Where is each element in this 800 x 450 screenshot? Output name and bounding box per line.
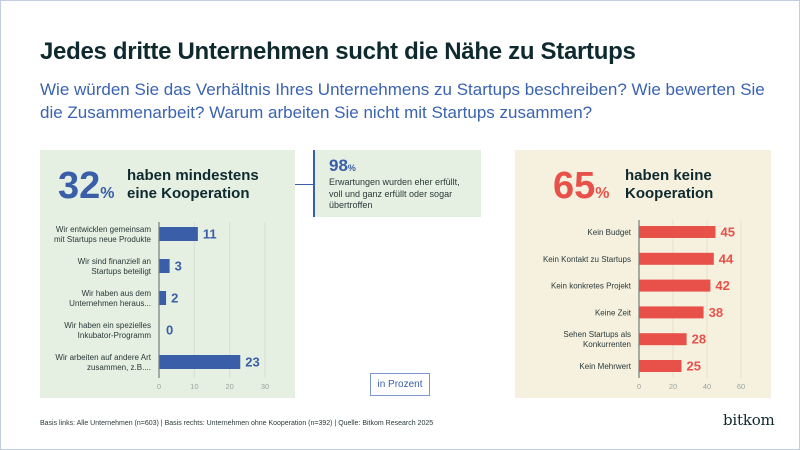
right-value-label: 42 xyxy=(715,278,729,293)
page-subtitle: Wie würden Sie das Verhältnis Ihres Unte… xyxy=(40,80,765,122)
category-label-line: Wir arbeiten auf andere Art xyxy=(55,353,151,362)
headline-line: haben mindestens xyxy=(127,167,259,184)
left-value-label: 11 xyxy=(203,227,217,242)
category-label-line: Wir sind finanziell an xyxy=(78,257,151,266)
panel-cooperation: 32% haben mindestens eine Kooperation xyxy=(40,150,295,398)
left-bar xyxy=(159,259,170,273)
right-tick-label: 40 xyxy=(703,382,711,391)
category-label-line: Keine Zeit xyxy=(595,308,632,317)
right-bar xyxy=(639,279,711,292)
category-label-line: Inkubator-Programm xyxy=(78,331,152,340)
right-category-label: Kein Budget xyxy=(587,228,631,237)
category-label-line: Kein Kontakt zu Startups xyxy=(543,255,631,264)
category-label-line: Unternehmen heraus... xyxy=(69,299,151,308)
expectations-percentage-value: 98 xyxy=(329,156,348,175)
cooperation-percentage: 32% xyxy=(58,167,115,213)
left-value-label: 0 xyxy=(166,323,173,338)
headline-line: eine Kooperation xyxy=(127,185,250,202)
headline-line: haben keine xyxy=(625,167,712,184)
right-category-label: Sehen Startups als Konkurrenten xyxy=(563,330,631,349)
right-bar xyxy=(639,360,682,372)
panel-no-cooperation: 65% haben keine Kooperation xyxy=(515,150,771,398)
left-tick-label: 10 xyxy=(190,382,198,391)
left-category-label: Wir haben aus dem Unternehmen heraus... xyxy=(69,289,151,308)
right-value-label: 38 xyxy=(709,305,723,320)
left-tick-label: 20 xyxy=(225,382,233,391)
no-cooperation-percentage-value: 65 xyxy=(553,165,596,207)
right-value-label: 45 xyxy=(721,225,735,240)
right-value-label: 44 xyxy=(719,251,734,266)
category-label-line: Kein Budget xyxy=(587,228,631,237)
left-category-label: Wir sind finanziell an Startups beteiligt xyxy=(78,257,152,276)
left-value-label: 23 xyxy=(245,355,259,370)
left-category-label: Wir entwicklen gemeinsam mit Startups neu… xyxy=(54,225,151,244)
left-bar xyxy=(159,355,241,369)
left-value-label: 3 xyxy=(175,259,182,274)
category-label-line: Wir haben ein spezielles xyxy=(64,321,151,330)
right-bar xyxy=(639,252,714,265)
percent-symbol: % xyxy=(100,185,115,202)
category-label-line: Wir entwicklen gemeinsam xyxy=(56,225,151,234)
right-category-label: Keine Zeit xyxy=(595,308,632,317)
cooperation-percentage-value: 32 xyxy=(58,165,101,207)
category-label-line: Startups beteiligt xyxy=(91,267,151,276)
percent-symbol: % xyxy=(595,185,610,202)
unit-label: in Prozent xyxy=(370,373,430,396)
connector-line xyxy=(295,184,313,185)
category-label-line: zusammen, z.B.... xyxy=(87,363,151,372)
right-bar xyxy=(639,306,704,319)
panel-expectations: 98% Erwartungen wurden eher erfüllt, vol… xyxy=(313,150,481,217)
page-title: Jedes dritte Unternehmen sucht die Nähe … xyxy=(40,38,636,65)
right-category-label: Kein konkretes Projekt xyxy=(551,282,632,291)
right-tick-label: 60 xyxy=(737,382,745,391)
right-tick-label: 0 xyxy=(637,382,641,391)
text-line: übertroffen xyxy=(329,200,373,210)
no-cooperation-percentage: 65% xyxy=(553,167,610,213)
left-category-label: Wir haben ein spezielles Inkubator-Progra… xyxy=(64,321,151,340)
text-line: Erwartungen wurden eher erfüllt, xyxy=(329,177,460,187)
footnote: Basis links: Alle Unternehmen (n=603) | … xyxy=(40,420,434,427)
no-cooperation-headline: haben keine Kooperation xyxy=(625,167,713,203)
right-value-label: 25 xyxy=(687,359,701,374)
left-tick-label: 0 xyxy=(157,382,161,391)
category-label-line: Kein konkretes Projekt xyxy=(551,282,632,291)
left-value-label: 2 xyxy=(171,291,178,306)
headline-line: Kooperation xyxy=(625,185,714,202)
right-category-label: Kein Mehrwert xyxy=(579,362,631,371)
cooperation-headline: haben mindestens eine Kooperation xyxy=(127,167,259,203)
category-label-line: Wir haben aus dem xyxy=(82,289,152,298)
right-category-label: Kein Kontakt zu Startups xyxy=(543,255,631,264)
category-label-line: Konkurrenten xyxy=(583,340,631,349)
left-category-label: Wir arbeiten auf andere Art zusammen, z.B… xyxy=(55,353,151,372)
bitkom-logo: bitkom xyxy=(723,411,775,429)
category-label-line: mit Startups neue Produkte xyxy=(54,235,151,244)
expectations-text: Erwartungen wurden eher erfüllt, voll un… xyxy=(329,177,479,212)
expectations-percentage: 98% xyxy=(329,156,356,176)
right-value-label: 28 xyxy=(692,332,706,347)
left-tick-label: 30 xyxy=(261,382,269,391)
category-label-line: Kein Mehrwert xyxy=(579,362,631,371)
category-label-line: Sehen Startups als xyxy=(563,330,631,339)
right-bar xyxy=(639,226,716,238)
percent-symbol: % xyxy=(347,163,356,173)
text-line: voll und ganz erfüllt oder sogar xyxy=(329,188,453,199)
left-bar xyxy=(159,227,198,241)
left-bar xyxy=(159,291,167,305)
right-tick-label: 20 xyxy=(669,382,677,391)
right-bar xyxy=(639,333,687,346)
